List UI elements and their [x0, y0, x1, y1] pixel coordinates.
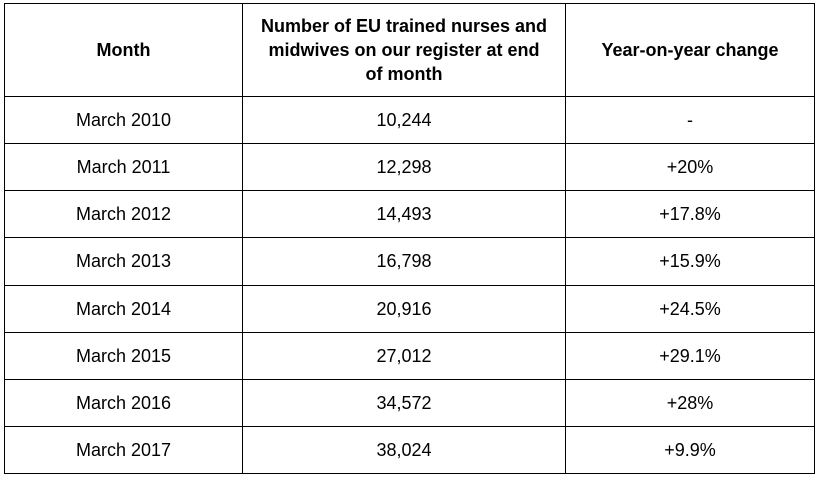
cell-change: +20%: [565, 143, 815, 192]
header-month: Month: [4, 3, 243, 97]
cell-month: March 2015: [4, 331, 243, 380]
table-row: March 2013 16,798 +15.9%: [4, 237, 815, 286]
cell-change: +29.1%: [565, 331, 815, 380]
cell-change: +24.5%: [565, 284, 815, 333]
header-count-text: Number of EU trained nurses and midwives…: [260, 16, 548, 84]
cell-month: March 2010: [4, 95, 243, 145]
table-row: March 2010 10,244 -: [4, 95, 815, 145]
table-row: March 2012 14,493 +17.8%: [4, 190, 815, 239]
table-row: March 2014 20,916 +24.5%: [4, 284, 815, 333]
table-row: March 2016 34,572 +28%: [4, 378, 815, 427]
cell-count: 14,493: [242, 190, 566, 239]
table-row: March 2017 38,024 +9.9%: [4, 425, 815, 475]
cell-month: March 2016: [4, 378, 243, 427]
cell-month: March 2013: [4, 237, 243, 286]
table-row: March 2011 12,298 +20%: [4, 143, 815, 192]
cell-change: -: [565, 95, 815, 145]
cell-count: 20,916: [242, 284, 566, 333]
cell-change: +28%: [565, 378, 815, 427]
cell-month: March 2012: [4, 190, 243, 239]
cell-count: 16,798: [242, 237, 566, 286]
cell-change: +15.9%: [565, 237, 815, 286]
cell-month: March 2017: [4, 425, 243, 475]
nurses-register-table: Month Number of EU trained nurses and mi…: [4, 3, 815, 475]
cell-count: 27,012: [242, 331, 566, 380]
cell-count: 12,298: [242, 143, 566, 192]
cell-change: +17.8%: [565, 190, 815, 239]
header-change: Year-on-year change: [565, 3, 815, 97]
cell-count: 38,024: [242, 425, 566, 475]
cell-count: 10,244: [242, 95, 566, 145]
cell-month: March 2014: [4, 284, 243, 333]
cell-month: March 2011: [4, 143, 243, 192]
cell-count: 34,572: [242, 378, 566, 427]
table-row: March 2015 27,012 +29.1%: [4, 331, 815, 380]
header-count: Number of EU trained nurses and midwives…: [242, 3, 566, 97]
table-header-row: Month Number of EU trained nurses and mi…: [4, 3, 815, 97]
cell-change: +9.9%: [565, 425, 815, 475]
table-container: Month Number of EU trained nurses and mi…: [4, 3, 815, 475]
